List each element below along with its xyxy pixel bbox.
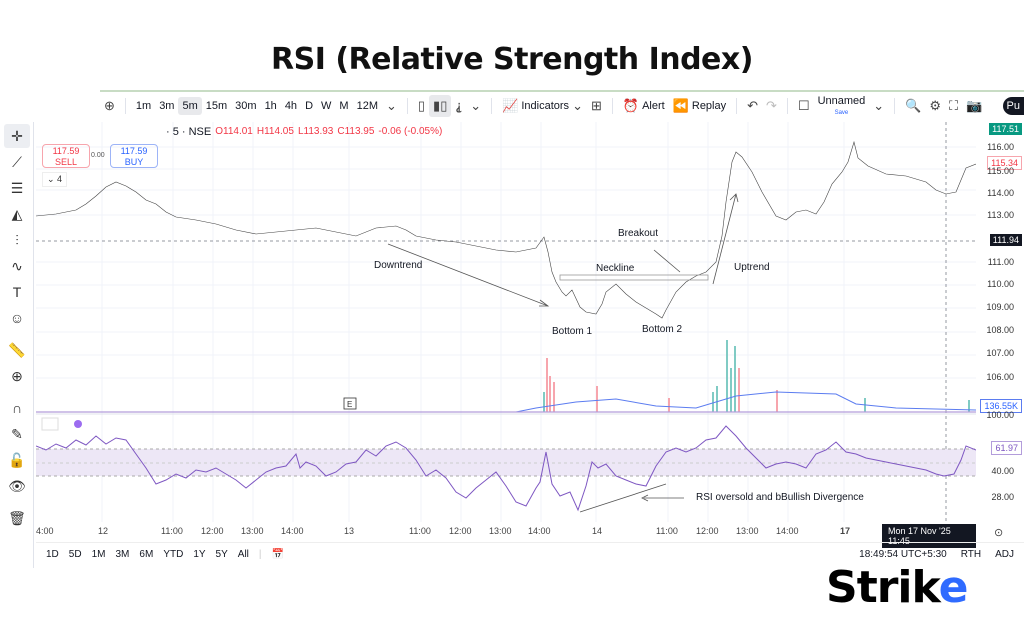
interval-5m[interactable]: 5m [178,97,202,115]
magnet-icon[interactable]: ∩ [11,400,23,416]
eye-icon[interactable]: 👁 [8,477,26,494]
range-5y[interactable]: 5Y [215,549,228,560]
forecast-icon[interactable]: ⫶ [15,231,19,248]
crosshair-icon[interactable]: ✛ [4,124,30,148]
annotation-bottom2: Bottom 2 [642,324,683,335]
alarm-clock-icon: ⏰ [622,98,640,113]
candlestick-icon[interactable]: ▮▯ [429,95,452,117]
indicators-icon: 📈 [502,98,519,113]
fib-lines-icon[interactable]: ☰ [10,179,24,196]
interval-15m[interactable]: 15m [205,100,228,112]
legend-close: C113.95 [337,126,375,137]
axis-settings-icon[interactable]: ⊙ [994,527,1004,539]
range-all[interactable]: All [237,549,249,560]
range-5d[interactable]: 5D [68,549,82,560]
chevron-down-icon[interactable]: ⌄ [873,98,885,113]
symbol-legend: · 5 · NSE O114.01 H114.05 L113.93 C113.9… [166,126,442,138]
rsi-value-tag: 61.97 [991,441,1022,455]
drawing-toolbar: ✛ ⟋ ☰ ◭ ⫶ ∿ T ☺ 📏 ⊕ ∩ ✎ 🔓 👁 🗑 [0,122,34,568]
collapse-indicators-button[interactable]: ⌄ 4 [42,172,68,187]
trading-chart-app: ⊕ 1m 3m 5m 15m 30m 1h 4h D W M 12M ⌄ ▯ ▮… [0,90,1024,568]
annotation-neckline: Neckline [596,263,635,274]
interval-12m[interactable]: 12M [356,100,378,112]
trash-icon[interactable]: 🗑 [8,509,26,526]
page-title: RSI (Relative Strength Index) [271,42,753,77]
top-toolbar: ⊕ 1m 3m 5m 15m 30m 1h 4h D W M 12M ⌄ ▯ ▮… [100,90,1024,120]
chart-type-icon[interactable]: ⸘ [455,98,463,113]
adj-toggle[interactable]: ADJ [995,549,1014,560]
range-6m[interactable]: 6M [139,549,154,560]
crosshair-price-tag: 111.94 [989,234,1022,246]
layout-checkbox-icon[interactable]: ☐ [797,98,810,113]
redo-icon[interactable]: ↷ [766,98,777,113]
annotation-downtrend: Downtrend [374,260,423,271]
zoom-in-icon[interactable]: ⊕ [11,367,23,384]
trend-line-icon[interactable]: ⟋ [12,153,22,170]
range-1d[interactable]: 1D [46,549,59,560]
layout-name-button[interactable]: Unnamed Save [817,95,866,117]
bottom-toolbar: 1D 5D 1M 3M 6M YTD 1Y 5Y All | 📅 18:49:5… [36,542,1024,566]
chevron-down-icon[interactable]: ⌄ [385,98,397,113]
strike-logo: Strike [826,562,968,613]
range-3m[interactable]: 3M [115,549,130,560]
interval-m[interactable]: M [339,100,349,112]
chart-pane[interactable]: E · 5 · NSE O114.01 H114.05 L113.93 C113… [35,122,977,522]
crosshair-time-tag: Mon 17 Nov '25 11:45 [882,524,976,548]
brush-icon[interactable]: ∿ [11,257,23,274]
interval-4h[interactable]: 4h [284,100,298,112]
unlock-icon[interactable]: 🔓 [8,451,26,468]
lock-drawing-icon[interactable]: ✎ [11,425,23,442]
interval-d[interactable]: D [305,100,314,112]
replay-button[interactable]: ⏪ Replay [672,98,727,113]
legend-change: -0.06 (-0.05%) [378,126,443,137]
interval-3m[interactable]: 3m [159,100,175,112]
earnings-marker: E [347,400,352,409]
annotation-rsi-divergence: RSI oversold and bBullish Divergence [696,492,864,503]
bar-chart-icon[interactable]: ▯ [417,98,426,113]
publish-button[interactable]: Pu [1002,97,1024,115]
volume-tag: 136.55K [980,399,1022,413]
price-axis[interactable]: 117.51 116.00 115.34 115.00 114.00 113.0… [976,122,1024,532]
annotation-breakout: Breakout [618,228,659,239]
annotation-uptrend: Uptrend [734,262,770,273]
current-price-tag: 115.34 [987,156,1022,170]
emoji-icon[interactable]: ☺ [9,310,25,326]
range-ytd[interactable]: YTD [163,549,184,560]
pattern-icon[interactable]: ◭ [11,205,23,222]
rewind-icon: ⏪ [672,98,689,113]
go-to-date-icon[interactable]: 📅 [271,549,284,560]
alert-button[interactable]: ⏰ Alert [622,98,665,113]
divider [124,98,126,114]
indicators-button[interactable]: 📈 Indicators ⌄ [502,98,583,113]
sell-button[interactable]: 117.59 SELL [42,144,90,168]
add-symbol-icon[interactable]: ⊕ [104,98,115,113]
range-1y[interactable]: 1Y [193,549,206,560]
interval-30m[interactable]: 30m [235,100,257,112]
chart-canvas[interactable]: E [35,122,977,522]
interval-1m[interactable]: 1m [135,100,152,112]
fullscreen-icon[interactable]: ⛶ [949,98,959,113]
interval-w[interactable]: W [321,100,332,112]
rth-toggle[interactable]: RTH [960,549,982,560]
legend-high: H114.05 [256,126,294,137]
annotation-bottom1: Bottom 1 [552,326,593,337]
chevron-down-icon[interactable]: ⌄ [470,98,482,113]
symbol-name[interactable]: · 5 · NSE [166,126,212,138]
interval-1h[interactable]: 1h [264,100,277,112]
time-axis[interactable]: 4:00 12 11:00 12:00 13:00 14:00 13 11:00… [36,524,1004,548]
undo-icon[interactable]: ↶ [747,98,759,113]
clock-timezone[interactable]: 18:49:54 UTC+5:30 [859,549,947,560]
buy-button[interactable]: 117.59 BUY [110,144,158,168]
range-1m[interactable]: 1M [91,549,106,560]
quick-search-icon[interactable]: 🔍 [905,98,922,113]
text-icon[interactable]: T [12,284,22,300]
legend-open: O114.01 [215,126,253,137]
settings-gear-icon[interactable]: ⚙ [929,98,942,113]
camera-icon[interactable]: 📷 [966,98,983,113]
templates-grid-icon[interactable]: ⊞ [590,98,602,113]
ruler-icon[interactable]: 📏 [8,341,26,358]
last-price-tag: 117.51 [989,123,1022,135]
spread-value: 0.00 [91,152,105,159]
legend-low: L113.93 [297,126,334,137]
